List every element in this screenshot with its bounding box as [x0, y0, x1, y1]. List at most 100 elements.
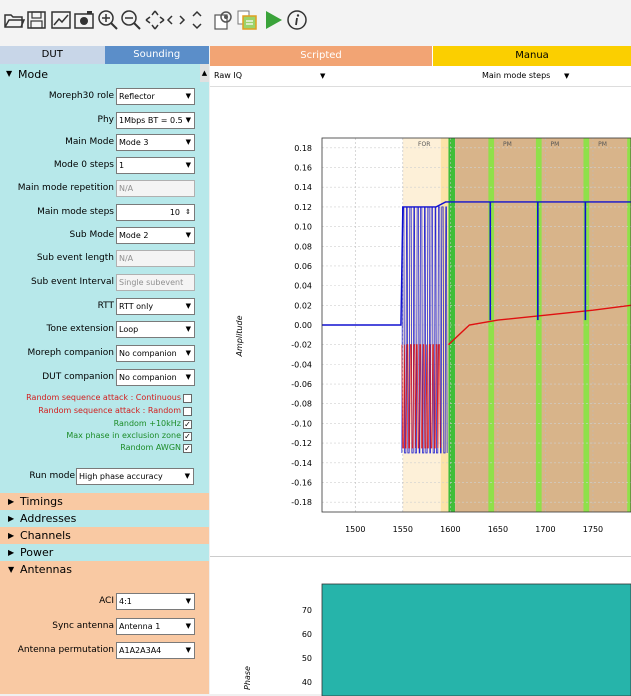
camera-icon[interactable] [73, 9, 95, 31]
option-checkbox[interactable] [183, 394, 192, 403]
y-tick-label: 0.00 [294, 321, 312, 330]
dropdown-arrow-icon: ▼ [185, 302, 191, 310]
y-tick-label: -0.12 [291, 439, 312, 448]
zoom-out-icon[interactable] [120, 9, 142, 31]
mode-row: Main mode steps 10 ⇕ [0, 204, 209, 222]
antenna-row-select[interactable]: A1A2A3A4 ▼ [116, 642, 195, 659]
plot-frame [321, 583, 631, 696]
mode-row-label: Sub event Interval [31, 277, 114, 287]
play-icon[interactable] [262, 9, 284, 31]
mode-row-value: 1Mbps BT = 0.5 [119, 116, 183, 125]
scroll-up-button[interactable]: ▲ [200, 64, 209, 82]
burst-red [401, 344, 441, 449]
run-mode-select[interactable]: High phase accuracy ▼ [76, 468, 194, 485]
mode-section-header[interactable]: ▼ Mode [0, 64, 200, 86]
option-checkbox[interactable]: ✓ [183, 444, 192, 453]
option-checkbox[interactable]: ✓ [183, 432, 192, 441]
settings-icon[interactable] [212, 9, 234, 31]
dropdown-arrow-icon: ▼ [320, 72, 326, 80]
mode-row-select[interactable]: Loop ▼ [116, 321, 195, 338]
mode-row-label: Tone extension [46, 324, 114, 334]
mode-row-select[interactable]: No companion ▼ [116, 369, 195, 386]
step-select-value: Main mode steps [482, 71, 551, 80]
plot-selectors: Raw IQ ▼ Main mode steps ▼ [210, 66, 631, 87]
run-mode-value: High phase accuracy [79, 472, 163, 481]
dropdown-arrow-icon: ▼ [185, 116, 191, 124]
mode-row-select[interactable]: 1Mbps BT = 0.5 ▼ [116, 112, 195, 129]
amplitude-chart[interactable]: 0.18 0.16 0.14 0.12 0.10 0.08 0.06 0.04 0.02 0.00… [210, 86, 631, 556]
x-tick-label: 1750 [583, 525, 603, 534]
y-tick-label: 60 [302, 630, 312, 639]
phase-chart[interactable]: 70 60 50 40 Phase [210, 558, 631, 696]
dropdown-arrow-icon: ▼ [185, 92, 191, 100]
mode-row-select[interactable]: Mode 2 ▼ [116, 227, 195, 244]
dropdown-arrow-icon: ▼ [564, 72, 570, 80]
tab-dut[interactable]: DUT [0, 46, 105, 64]
mode-row-select[interactable]: RTT only ▼ [116, 298, 195, 315]
expand-vertical-icon[interactable] [190, 9, 204, 31]
tab-manual[interactable]: Manua [433, 46, 631, 66]
section-addresses[interactable]: ▶ Addresses [0, 510, 209, 527]
run-mode-row: Run mode High phase accuracy ▼ [0, 468, 209, 486]
mode-row-select: Single subevent [116, 274, 195, 291]
mode-row-stepper[interactable]: 10 ⇕ [116, 204, 195, 221]
x-tick-label: 1550 [393, 525, 413, 534]
y-tick-label: 70 [302, 606, 312, 615]
tab-scripted[interactable]: Scripted [210, 46, 432, 66]
region-label: PM [551, 141, 560, 148]
section-antennas[interactable]: ▼ Antennas [0, 561, 209, 583]
mode-row-select[interactable]: Mode 3 ▼ [116, 134, 195, 151]
chevron-right-icon: ▶ [8, 548, 15, 557]
antenna-row-value: 4:1 [119, 597, 132, 606]
option-checkbox-row: Max phase in exclusion zone ✓ [0, 431, 209, 443]
chevron-down-icon: ▼ [8, 565, 15, 574]
mode-row: Phy 1Mbps BT = 0.5 ▼ [0, 112, 209, 130]
section-channels[interactable]: ▶ Channels [0, 527, 209, 544]
plot-frame [321, 137, 631, 513]
section-timings[interactable]: ▶ Timings [0, 493, 209, 510]
open-folder-icon[interactable] [3, 9, 26, 31]
mode-row-value: Mode 3 [119, 138, 149, 147]
info-icon[interactable] [286, 9, 308, 31]
option-checkbox[interactable] [183, 407, 192, 416]
move-icon[interactable] [144, 9, 166, 31]
x-tick-label: 1700 [535, 525, 555, 534]
mode-row-label: DUT companion [42, 372, 114, 382]
mode-row-label: Main mode steps [37, 207, 114, 217]
signal-select[interactable]: Raw IQ ▼ [214, 69, 334, 83]
zoom-in-icon[interactable] [97, 9, 119, 31]
y-tick-label: -0.18 [291, 498, 312, 507]
dropdown-arrow-icon: ▼ [184, 472, 190, 480]
step-select[interactable]: Main mode steps ▼ [482, 69, 582, 83]
scroll-right-icon[interactable] [176, 9, 188, 31]
export-icon[interactable] [236, 9, 258, 31]
toolbar [0, 0, 631, 46]
mode-row: Mode 0 steps 1 ▼ [0, 157, 209, 175]
dropdown-arrow-icon: ▼ [185, 349, 191, 357]
antenna-row-select[interactable]: Antenna 1 ▼ [116, 618, 195, 635]
chart-icon[interactable] [50, 9, 72, 31]
y-tick-label: -0.02 [291, 341, 312, 350]
band-transition [440, 138, 449, 512]
mode-row-select[interactable]: 1 ▼ [116, 157, 195, 174]
option-checkbox-label: Max phase in exclusion zone [66, 431, 181, 440]
save-icon[interactable] [26, 9, 48, 31]
antenna-row: ACI 4:1 ▼ [0, 593, 209, 611]
option-checkbox[interactable]: ✓ [183, 420, 192, 429]
mode-row-select[interactable]: No companion ▼ [116, 345, 195, 362]
tab-sounding[interactable]: Sounding [104, 46, 209, 64]
mode-row: Main mode repetition N/A [0, 180, 209, 198]
mode-row-value: 1 [119, 161, 125, 170]
scroll-left-icon[interactable] [164, 9, 176, 31]
mode-row-label: Sub Mode [69, 230, 114, 240]
y-tick-label: 0.06 [294, 262, 312, 271]
dropdown-arrow-icon: ▼ [185, 597, 191, 605]
section-power[interactable]: ▶ Power [0, 544, 209, 561]
antenna-row-select[interactable]: 4:1 ▼ [116, 593, 195, 610]
mode-row-value: Loop [119, 325, 139, 334]
mode-row-label: RTT [97, 301, 114, 311]
mode-row-select[interactable]: Reflector ▼ [116, 88, 195, 105]
mode-row: Main Mode Mode 3 ▼ [0, 134, 209, 152]
y-tick-label: 0.08 [294, 242, 312, 251]
dropdown-arrow-icon: ▼ [185, 646, 191, 654]
